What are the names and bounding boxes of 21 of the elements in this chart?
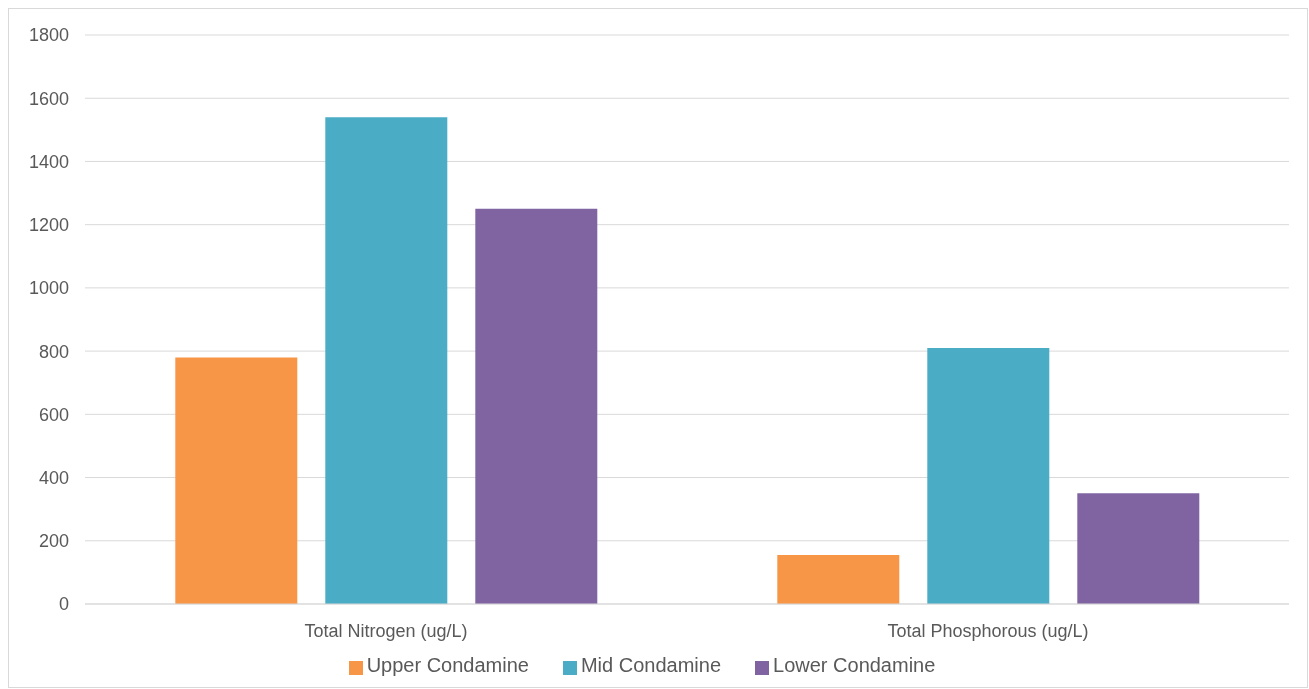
x-tick-label: Total Phosphorous (ug/L) — [887, 620, 1089, 641]
y-tick-label: 1600 — [28, 88, 69, 109]
bar — [475, 208, 598, 604]
y-tick-label: 1400 — [28, 151, 69, 172]
bar — [777, 555, 900, 604]
legend-label: Lower Condamine — [773, 654, 936, 676]
bar — [1077, 493, 1200, 604]
y-tick-label: 1200 — [28, 215, 69, 236]
y-tick-label: 800 — [38, 341, 69, 362]
bar — [927, 347, 1050, 604]
bar — [175, 357, 298, 604]
bar — [325, 117, 448, 604]
x-tick-label: Total Nitrogen (ug/L) — [304, 620, 468, 641]
y-tick-label: 400 — [38, 467, 69, 488]
legend-label: Upper Condamine — [366, 654, 529, 676]
y-tick-label: 0 — [58, 594, 69, 615]
legend-label: Mid Condamine — [580, 654, 722, 676]
y-tick-label: 1800 — [28, 25, 69, 46]
y-tick-label: 200 — [38, 531, 69, 552]
y-tick-label: 1000 — [28, 278, 69, 299]
y-tick-label: 600 — [38, 404, 69, 425]
